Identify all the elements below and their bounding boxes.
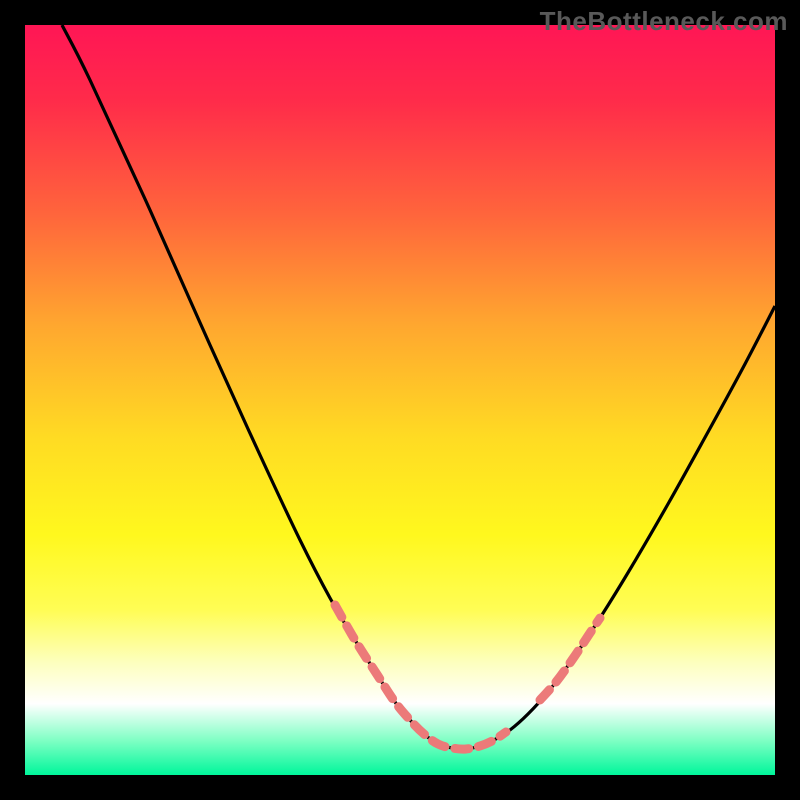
plot-gradient-background xyxy=(25,25,775,775)
chart-svg xyxy=(0,0,800,800)
watermark-text: TheBottleneck.com xyxy=(540,6,788,37)
